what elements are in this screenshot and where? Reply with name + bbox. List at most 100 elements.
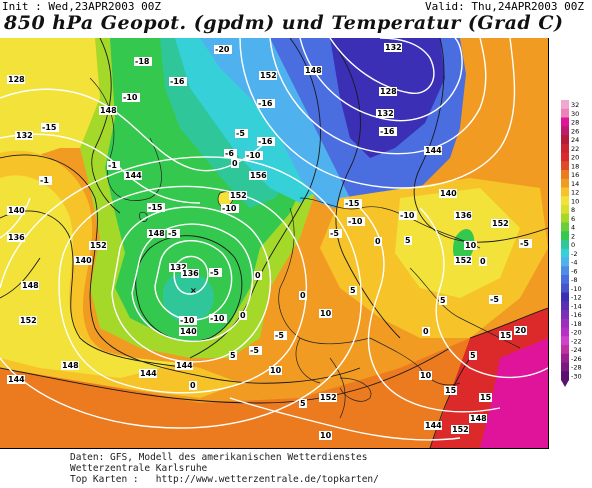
temperature-label: -5 bbox=[250, 346, 259, 355]
color-scale-label: 24 bbox=[571, 136, 579, 144]
temperature-label-bg bbox=[249, 346, 262, 355]
temperature-label: -10 bbox=[180, 316, 195, 325]
geopotential-label: 152 bbox=[320, 393, 337, 402]
color-scale-swatch bbox=[561, 266, 569, 276]
geopotential-label-bg bbox=[259, 71, 277, 80]
geopotential-label: 144 bbox=[8, 375, 25, 384]
color-scale-swatch bbox=[561, 213, 569, 223]
temperature-label-bg bbox=[349, 286, 357, 295]
geopotential-label: 140 bbox=[75, 256, 92, 265]
temperature-label: 15 bbox=[445, 386, 457, 395]
temperature-label-bg bbox=[399, 211, 417, 220]
temperature-label: 5 bbox=[350, 286, 356, 295]
temperature-label: -5 bbox=[275, 331, 284, 340]
geopotential-label: 152 bbox=[260, 71, 277, 80]
temperature-label: 20 bbox=[515, 326, 527, 335]
geopotential-label-bg bbox=[181, 269, 199, 278]
color-scale-swatch bbox=[561, 178, 569, 188]
color-scale-label: -10 bbox=[571, 285, 582, 293]
geopotential-label: 148 bbox=[62, 361, 79, 370]
color-scale-swatch bbox=[561, 371, 569, 381]
color-scale-swatch bbox=[561, 196, 569, 206]
geopotential-label-bg bbox=[249, 171, 267, 180]
footer-line-source: Wetterzentrale Karlsruhe bbox=[70, 463, 208, 474]
temperature-label: -16 bbox=[258, 137, 273, 146]
temperature-label-bg bbox=[107, 161, 120, 170]
footer-line-link[interactable]: Top Karten : http://www.wetterzentrale.d… bbox=[70, 474, 379, 485]
geopotential-label: 136 bbox=[455, 211, 472, 220]
footer: Daten: GFS, Modell des amerikanischen We… bbox=[70, 452, 379, 485]
temperature-label: 0 bbox=[375, 237, 381, 246]
temperature-field-green-east bbox=[453, 229, 475, 263]
temperature-label-bg bbox=[299, 291, 307, 300]
geopotential-label-bg bbox=[74, 256, 92, 265]
color-scale-label: 0 bbox=[571, 241, 575, 249]
geopotential-label: 128 bbox=[380, 87, 397, 96]
geopotential-label-bg bbox=[7, 75, 25, 84]
geopotential-label: 144 bbox=[425, 421, 442, 430]
temperature-label-bg bbox=[169, 77, 187, 86]
temperature-label-bg bbox=[489, 295, 502, 304]
color-scale-swatch bbox=[561, 283, 569, 293]
geopotential-label: 148 bbox=[100, 106, 117, 115]
color-scale-swatch bbox=[561, 345, 569, 355]
geopotential-label: 152 bbox=[90, 241, 107, 250]
map-canvas: -20-18-16-10-16-15-5-60-10-1-1-16-16-15-… bbox=[0, 38, 548, 448]
geopotential-label-bg bbox=[169, 263, 187, 272]
geopotential-label-bg bbox=[61, 361, 79, 370]
temperature-label-bg bbox=[221, 204, 239, 213]
temperature-field-low-teal bbox=[162, 272, 214, 324]
color-scale-label: -24 bbox=[571, 346, 582, 354]
color-scale-swatch bbox=[561, 301, 569, 311]
geopotential-label: 152 bbox=[492, 219, 509, 228]
temperature-label-bg bbox=[379, 127, 397, 136]
valid-time: Valid: Thu,24APR2003 00Z bbox=[425, 0, 584, 13]
geopotential-label-bg bbox=[454, 211, 472, 220]
temperature-label: 5 bbox=[470, 351, 476, 360]
geopotential-label-bg bbox=[7, 206, 25, 215]
temperature-label: -1 bbox=[108, 161, 117, 170]
color-scale-swatch bbox=[561, 205, 569, 215]
temperature-label: 10 bbox=[320, 309, 332, 318]
geopotential-label-bg bbox=[175, 361, 193, 370]
temperature-label-bg bbox=[374, 237, 382, 246]
temperature-label-bg bbox=[122, 93, 140, 102]
geopotential-label: 148 bbox=[22, 281, 39, 290]
color-scale-label: 2 bbox=[571, 232, 575, 240]
color-scale-swatch bbox=[561, 117, 569, 127]
geopotential-label-bg bbox=[21, 281, 39, 290]
color-scale-swatch bbox=[561, 126, 569, 136]
color-scale-label: -6 bbox=[571, 267, 577, 275]
color-scale-swatch bbox=[561, 135, 569, 145]
temperature-field-orange-ne bbox=[460, 38, 548, 188]
geopotential-label: 140 bbox=[180, 327, 197, 336]
geopotential-labels: 1321281321321361401441481521561521481441… bbox=[7, 43, 509, 434]
color-scale-swatch bbox=[561, 170, 569, 180]
color-scale-label: 6 bbox=[571, 215, 575, 223]
temperature-label: -5 bbox=[168, 229, 177, 238]
temperature-label: -15 bbox=[345, 199, 360, 208]
geopotential-label-bg bbox=[7, 233, 25, 242]
geopotential-label-bg bbox=[19, 316, 37, 325]
geopotential-label: 140 bbox=[8, 206, 25, 215]
geopotential-label-bg bbox=[319, 393, 337, 402]
temperature-label: -6 bbox=[225, 149, 234, 158]
geopotential-label-bg bbox=[99, 106, 117, 115]
temperature-field-yellow-west bbox=[0, 175, 180, 378]
temperature-label: 0 bbox=[255, 271, 261, 280]
temperature-label-bg bbox=[41, 123, 59, 132]
geopotential-label-bg bbox=[89, 241, 107, 250]
temperature-label: -10 bbox=[210, 314, 225, 323]
color-scale-label: 22 bbox=[571, 145, 579, 153]
temperature-label-bg bbox=[444, 386, 457, 395]
color-scale-swatch bbox=[561, 336, 569, 346]
temperature-label-bg bbox=[209, 314, 227, 323]
temperature-label-bg bbox=[39, 176, 52, 185]
temperature-label-bg bbox=[299, 399, 307, 408]
temperature-label: -16 bbox=[170, 77, 185, 86]
color-scale-arrow bbox=[561, 380, 569, 387]
temperature-label-bg bbox=[257, 99, 275, 108]
color-scale-label: 20 bbox=[571, 154, 579, 162]
temperature-field-magenta-se bbox=[480, 338, 548, 448]
geopotential-label: 132 bbox=[385, 43, 402, 52]
